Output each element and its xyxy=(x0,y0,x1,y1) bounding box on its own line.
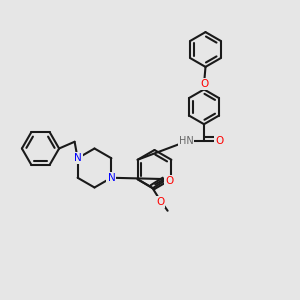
Text: O: O xyxy=(156,197,164,207)
Text: O: O xyxy=(165,176,173,186)
Text: N: N xyxy=(74,153,82,163)
Text: HN: HN xyxy=(178,136,194,146)
Text: O: O xyxy=(215,136,224,146)
Text: O: O xyxy=(200,79,208,89)
Text: N: N xyxy=(107,173,115,183)
